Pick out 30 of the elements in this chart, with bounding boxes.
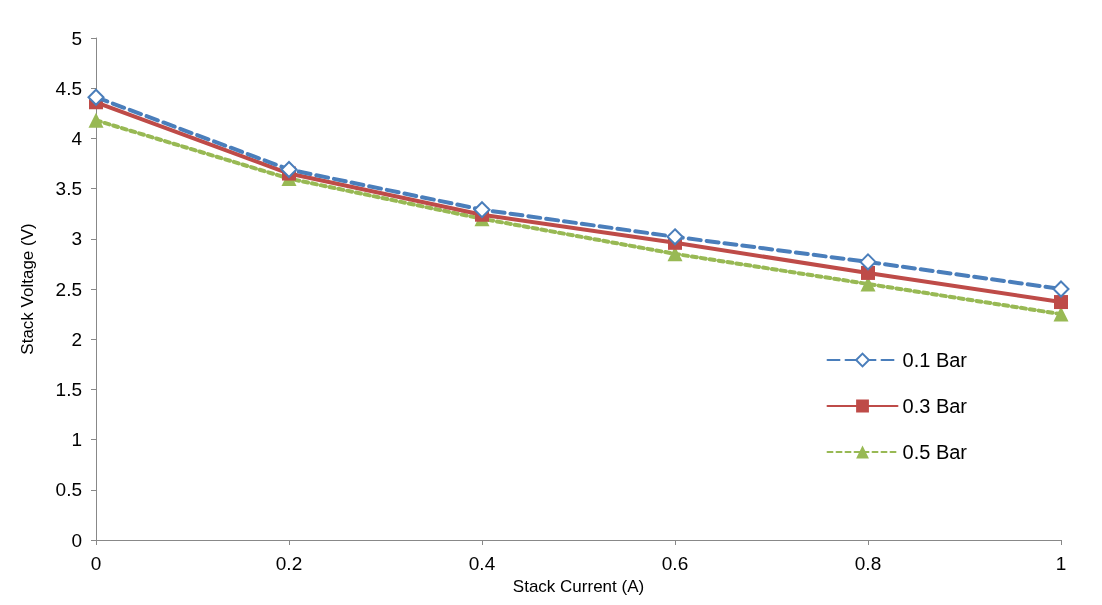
legend-label: 0.1 Bar	[902, 349, 968, 371]
point	[473, 201, 491, 219]
x-tick-label: 1	[1055, 553, 1067, 574]
y-tick-label: 0.5	[55, 479, 82, 501]
x-tick-label: 0.6	[661, 553, 689, 574]
y-tick-label: 3	[71, 228, 82, 250]
y-tick-label: 2.5	[55, 278, 82, 300]
point	[666, 228, 684, 246]
y-tick-label: 5	[71, 27, 82, 49]
legend-label: 0.5 Bar	[902, 441, 968, 463]
point	[88, 112, 104, 128]
x-tick-label: 0	[90, 553, 102, 574]
legend-label: 0.3 Bar	[902, 395, 968, 417]
y-tick-label: 0	[71, 529, 82, 551]
x-axis-title: Stack Current (A)	[512, 576, 645, 596]
point	[1052, 280, 1070, 298]
y-tick-label: 1.5	[55, 378, 82, 400]
x-tick-label: 0.4	[468, 553, 496, 574]
x-tick-label: 0.8	[854, 553, 882, 574]
y-axis-title: Stack Voltage (V)	[18, 223, 37, 355]
y-tick-label: 4.5	[55, 77, 82, 99]
x-tick-label: 0.2	[275, 553, 303, 574]
point	[280, 161, 298, 179]
y-tick-label: 4	[71, 127, 83, 149]
point	[1054, 295, 1068, 310]
point	[87, 88, 105, 106]
y-tick-label: 2	[71, 328, 82, 350]
y-tick-label: 1	[71, 429, 82, 451]
point	[859, 253, 877, 271]
y-tick-label: 3.5	[55, 178, 82, 200]
